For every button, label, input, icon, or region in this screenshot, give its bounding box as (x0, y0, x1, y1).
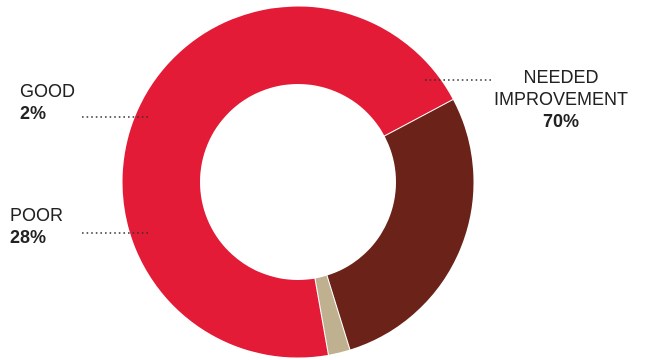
label-poor-value: 28% (10, 227, 46, 247)
donut-hole (200, 84, 396, 280)
label-needed-improvement-name-0: NEEDED (523, 67, 598, 87)
label-good-name-0: GOOD (20, 81, 75, 101)
label-needed-improvement-name-1: IMPROVEMENT (494, 89, 628, 109)
label-needed-improvement-value: 70% (543, 111, 579, 131)
label-good-value: 2% (20, 103, 46, 123)
leader-lines (82, 79, 493, 234)
label-poor-name-0: POOR (10, 205, 63, 225)
